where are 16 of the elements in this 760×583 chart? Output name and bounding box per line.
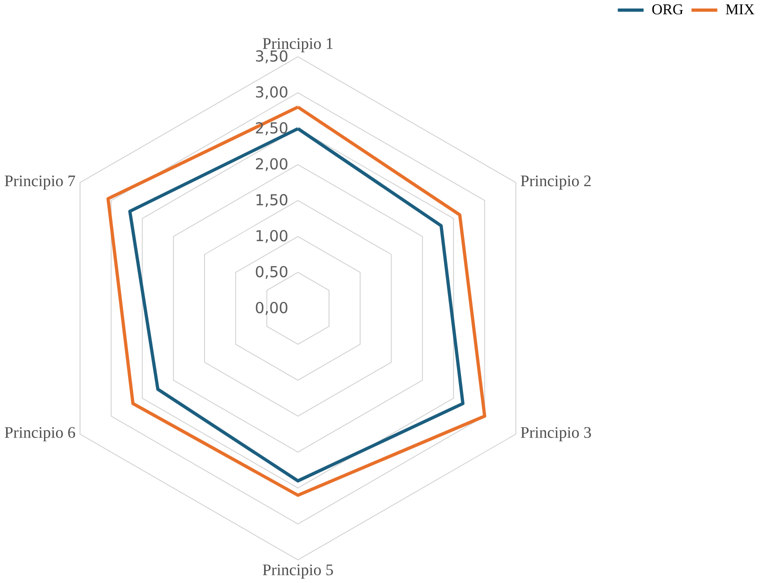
spoke-label: Principio 1 [262,38,333,52]
legend-label: ORG [652,4,683,14]
spoke-label: Principio 6 [4,427,76,442]
spoke-label: Principio 2 [520,176,591,190]
y-tick-label: 3,50 [256,50,288,64]
spoke-label: Principio 5 [262,564,333,579]
y-tick-label: 2,50 [256,122,288,136]
spoke-label: Principio 7 [4,176,76,190]
spoke-label: Principio 3 [520,427,591,442]
y-tick-label: 3,00 [256,86,288,100]
y-tick-label: 2,00 [256,158,288,172]
y-tick-label: 0,50 [256,266,288,279]
y-tick-label: 0,00 [256,302,288,315]
y-tick-label: 1,50 [256,194,288,208]
legend-label: MIX [726,4,754,14]
y-tick-label: 1,00 [256,230,288,243]
